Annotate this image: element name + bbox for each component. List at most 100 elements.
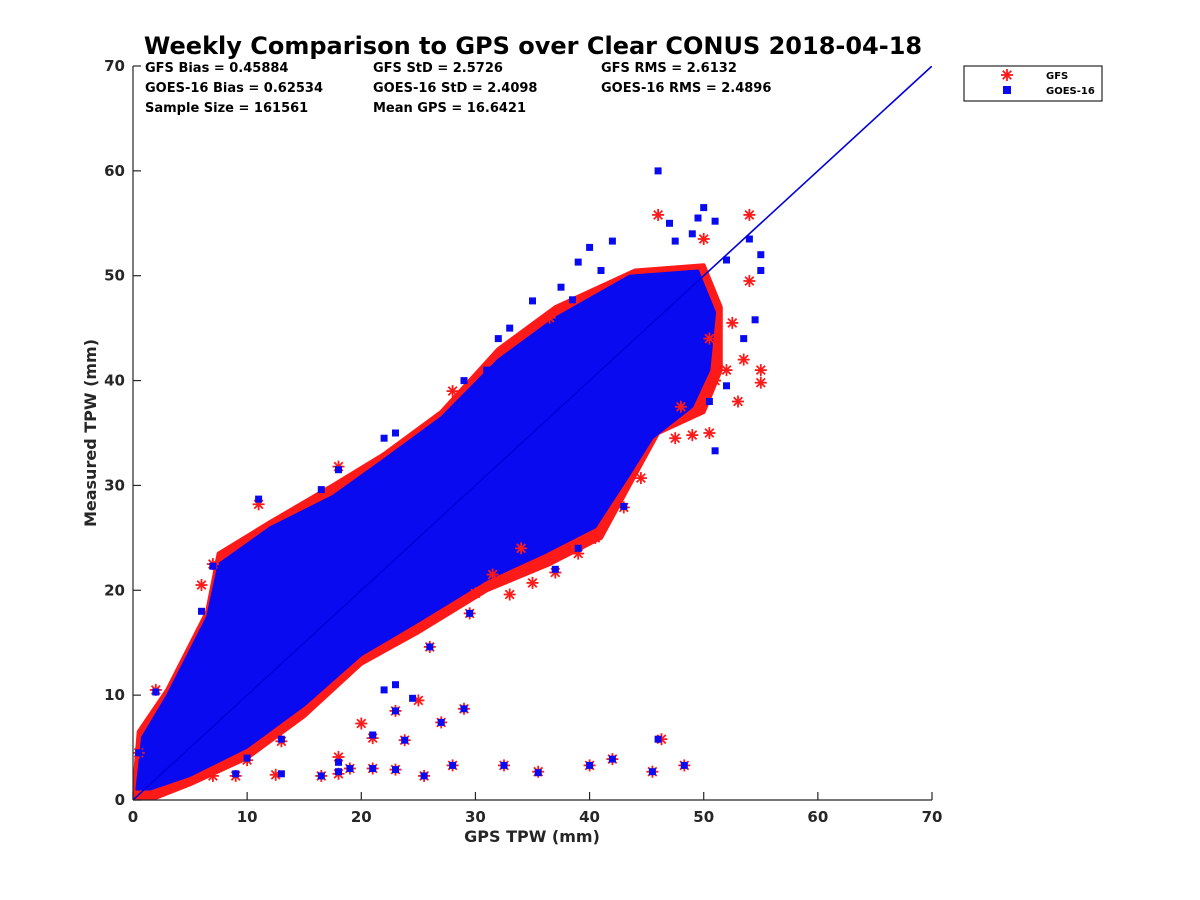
goes-point	[403, 445, 411, 453]
goes-point	[380, 686, 388, 694]
gfs-point	[634, 472, 647, 485]
gfs-point	[515, 542, 528, 555]
goes-point	[426, 643, 434, 651]
gfs-point	[206, 769, 219, 782]
chart-title: Weekly Comparison to GPS over Clear CONU…	[144, 32, 922, 60]
gfs-point	[195, 579, 208, 591]
goes-point	[506, 324, 514, 332]
scatter-points	[133, 167, 767, 782]
goes-point	[688, 230, 696, 238]
goes-point	[608, 755, 616, 763]
gfs-point	[743, 208, 756, 221]
goes-point	[740, 335, 748, 343]
goes-point	[466, 609, 474, 617]
gfs-point	[703, 427, 716, 439]
y-tick-label: 10	[104, 686, 125, 704]
gfs-point	[652, 208, 665, 221]
goes-point	[757, 251, 765, 259]
legend-box	[963, 65, 1103, 102]
goes-point	[152, 688, 160, 696]
reference-line-group	[133, 66, 932, 800]
y-tick-label: 70	[104, 57, 125, 75]
goes-point	[654, 167, 662, 175]
gfs-point	[686, 429, 699, 442]
gfs-point	[526, 576, 539, 589]
x-axis-label: GPS TPW (mm)	[464, 827, 600, 846]
stat-gfs-std: GFS StD = 2.5726	[373, 61, 503, 76]
gfs-point	[737, 353, 750, 366]
stat-goes-rms: GOES-16 RMS = 2.4896	[601, 81, 771, 96]
stat-gfs-bias: GFS Bias = 0.45884	[145, 61, 288, 76]
goes-point	[369, 731, 377, 739]
gfs-point	[469, 587, 482, 600]
stat-gfs-rms: GFS RMS = 2.6132	[601, 61, 737, 76]
one-to-one-reference-line	[133, 66, 932, 800]
goes-point	[198, 607, 205, 615]
gfs-point	[486, 568, 499, 581]
x-tick-label: 20	[351, 808, 372, 826]
legend-goes-label: GOES-16	[1046, 86, 1095, 97]
goes-point	[335, 758, 342, 766]
x-tick-label: 0	[128, 808, 138, 826]
goes-point	[671, 237, 679, 245]
goes-point	[586, 243, 594, 251]
goes-point	[317, 772, 325, 780]
goes-point	[751, 316, 759, 324]
y-tick-label: 20	[104, 581, 125, 599]
stat-goes-std: GOES-16 StD = 2.4098	[373, 81, 537, 96]
gfs-point	[697, 233, 710, 245]
goes-point	[255, 495, 263, 503]
gfs-point	[503, 588, 516, 601]
goes-point	[420, 772, 428, 780]
goes-point	[705, 398, 713, 405]
gfs-point	[669, 432, 682, 445]
x-tick-label: 70	[922, 808, 943, 826]
y-tick-label: 0	[115, 791, 125, 809]
goes-point	[209, 562, 217, 570]
legend: GFS GOES-16	[963, 65, 1103, 102]
goes-point	[483, 366, 491, 374]
stat-mean-gps: Mean GPS = 16.6421	[373, 101, 526, 116]
goes-point	[551, 565, 559, 573]
goes-point	[335, 466, 342, 474]
goes-point	[392, 681, 399, 689]
gfs-point	[720, 364, 733, 377]
gfs-point	[709, 374, 722, 387]
gfs-point	[726, 316, 739, 329]
gfs-point	[589, 531, 602, 544]
goes-point	[369, 765, 377, 772]
x-tick-label: 50	[693, 808, 714, 826]
goes-point	[574, 544, 582, 552]
goes-point	[494, 335, 502, 343]
goes-point	[392, 766, 399, 774]
goes-point	[711, 447, 719, 455]
legend-gfs-marker-icon	[1001, 69, 1013, 81]
goes-point	[557, 283, 565, 291]
goes-point	[586, 761, 594, 769]
goes-point	[460, 377, 468, 385]
stat-sample-size: Sample Size = 161561	[145, 101, 308, 116]
gfs-point	[732, 395, 744, 408]
y-tick-label: 50	[104, 267, 125, 285]
goes-point	[277, 735, 285, 743]
y-axis-label: Measured TPW (mm)	[81, 339, 100, 527]
goes-point	[335, 768, 342, 776]
goes-point	[380, 434, 388, 442]
goes-point	[460, 705, 468, 713]
goes-point	[392, 707, 399, 715]
goes-point	[401, 736, 409, 744]
x-tick-label: 30	[465, 808, 486, 826]
goes-point	[346, 765, 354, 772]
goes-point	[666, 219, 673, 227]
gfs-point	[754, 364, 767, 377]
legend-gfs-label: GFS	[1046, 71, 1068, 82]
x-tick-label: 60	[807, 808, 828, 826]
goes-point	[243, 754, 251, 762]
goes-point	[500, 761, 508, 769]
goes-point	[620, 502, 628, 510]
goes-point	[597, 267, 605, 274]
goes-point	[317, 486, 325, 494]
goes-point	[608, 237, 616, 245]
goes-point	[409, 694, 417, 702]
